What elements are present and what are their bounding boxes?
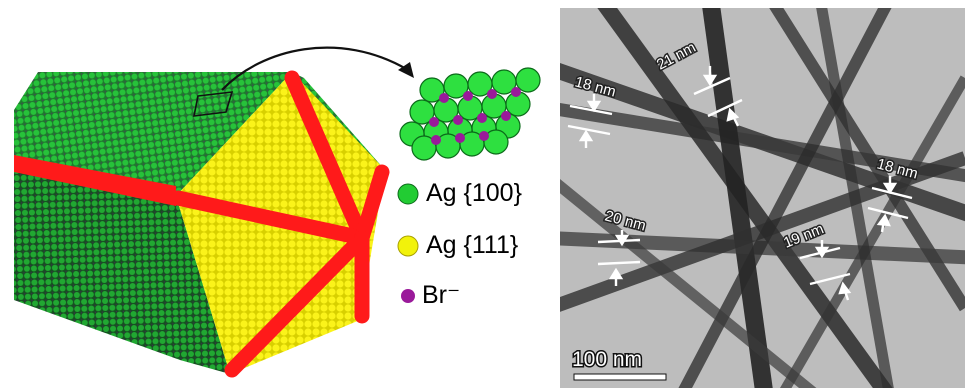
selection-box [192,91,234,117]
side-facet-lower [14,160,230,374]
legend-br-label: Br⁻ [422,281,461,309]
arrow-head [398,62,414,78]
legend-ag111-label: Ag {111} [426,231,519,259]
lattice-zoom [399,67,541,161]
twin-boundaries-end [170,70,390,378]
scale-bar-label: 100 nm [572,348,642,371]
legend-ag111-marker [397,235,419,257]
side-facet-upper [14,72,292,196]
nanowire-model-illustration [14,46,541,378]
legend-ag100-marker [397,183,419,205]
measurement-markers [567,66,913,301]
nanowires [560,8,965,388]
legend-br-marker [401,289,415,303]
legend-ag100-label: Ag {100} [426,179,522,207]
twin-boundary-side [14,155,176,206]
bromide-atoms [429,87,521,145]
scale-bar [573,373,667,381]
curved-arrow [221,46,409,91]
tem-micrograph: 18 nm 21 nm 18 nm 20 nm 19 nm 100 nm [560,8,965,388]
